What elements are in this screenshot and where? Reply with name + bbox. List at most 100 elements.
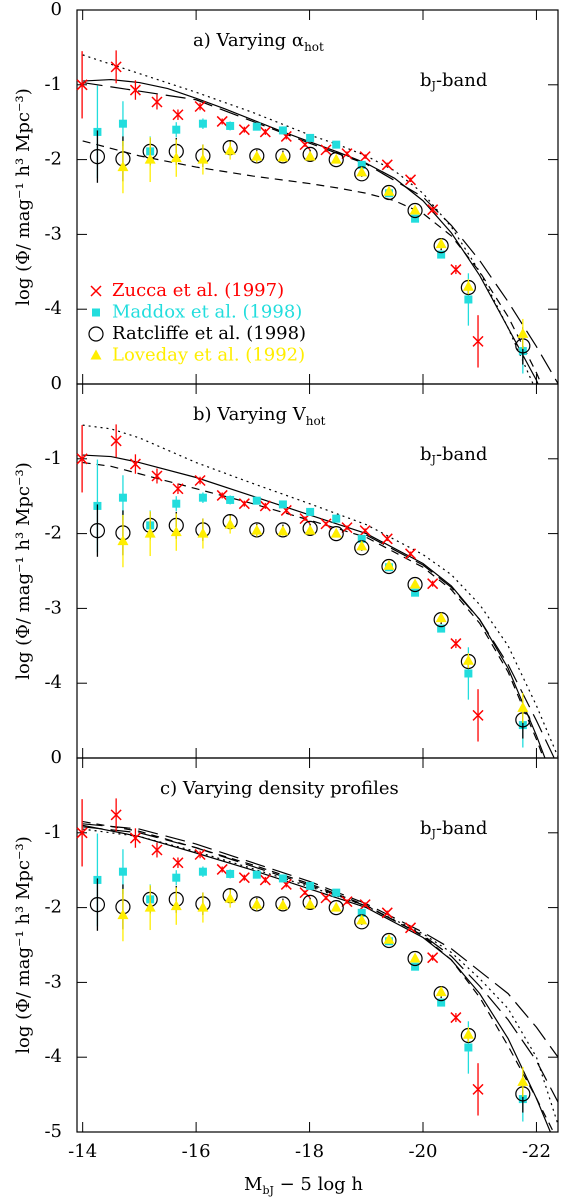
- square-marker: [332, 514, 341, 523]
- title-subscript: hot: [306, 414, 326, 428]
- model-curve: [82, 824, 552, 1132]
- cross-marker: [216, 115, 228, 127]
- cross-marker: [359, 151, 371, 163]
- y-tick-label: -3: [44, 597, 62, 618]
- cross-marker: [404, 922, 417, 934]
- square-marker: [118, 493, 127, 502]
- square-marker: [226, 495, 235, 504]
- triangle-marker: [117, 161, 129, 172]
- cross-marker: [110, 809, 122, 821]
- square-marker: [198, 119, 207, 128]
- cross-marker: [381, 907, 393, 919]
- cross-marker: [110, 435, 122, 447]
- model-curve: [82, 140, 542, 384]
- legend-marker: [92, 308, 100, 317]
- square-marker: [226, 869, 235, 878]
- cross-marker: [472, 335, 484, 347]
- cross-marker: [129, 458, 141, 470]
- cross-marker: [129, 832, 141, 844]
- x-label-suffix: − 5 log h: [274, 1174, 364, 1195]
- cross-marker: [194, 848, 206, 861]
- y-tick-label: -3: [44, 223, 62, 244]
- x-label-text: M: [244, 1174, 262, 1195]
- cross-marker: [76, 79, 88, 91]
- cross-marker: [194, 474, 206, 487]
- y-tick-label: -4: [44, 1046, 62, 1067]
- cross-marker: [450, 638, 462, 650]
- cross-marker: [381, 533, 393, 545]
- triangle-marker: [144, 901, 156, 912]
- cross-marker: [76, 827, 88, 839]
- circle-marker: [275, 896, 291, 912]
- cross-marker: [216, 489, 228, 501]
- legend-entry: Ratcliffe et al. (1998): [88, 323, 306, 344]
- model-curve: [82, 454, 546, 758]
- square-marker: [172, 499, 181, 508]
- circle-marker: [249, 896, 265, 912]
- cross-marker: [259, 500, 271, 512]
- circle-marker: [275, 148, 291, 164]
- triangle-marker: [330, 901, 342, 912]
- y-tick-label: -1: [44, 822, 62, 843]
- cross-marker: [404, 174, 417, 186]
- cross-marker: [472, 1083, 484, 1095]
- circle-marker: [249, 148, 265, 164]
- circle-marker: [381, 558, 397, 575]
- y-tick-label: -4: [44, 298, 62, 319]
- triangle-marker: [144, 153, 156, 164]
- triangle-marker: [330, 527, 342, 538]
- cross-marker: [172, 109, 184, 121]
- x-tick-label: -22: [522, 1141, 551, 1162]
- y-tick-label: -4: [44, 672, 62, 693]
- panel-title: c) Varying density profiles: [160, 778, 399, 799]
- circle-marker: [407, 950, 423, 967]
- circle-marker: [249, 522, 265, 538]
- cross-marker: [194, 100, 206, 113]
- cross-marker: [238, 498, 250, 510]
- square-marker: [332, 888, 341, 897]
- triangle-marker: [197, 527, 209, 538]
- square-marker: [306, 133, 315, 142]
- circle-marker: [89, 149, 106, 165]
- cross-marker: [238, 124, 250, 136]
- square-marker: [226, 121, 235, 130]
- triangle-marker: [277, 899, 289, 910]
- cross-marker: [381, 159, 393, 171]
- square-marker: [357, 908, 366, 917]
- square-marker: [252, 122, 261, 131]
- cross-marker: [216, 863, 228, 875]
- triangle-marker: [251, 524, 263, 535]
- triangle-marker: [117, 909, 129, 920]
- legend-label: Loveday et al. (1992): [112, 345, 305, 366]
- cross-marker: [129, 84, 141, 96]
- circle-marker: [302, 894, 318, 910]
- y-tick-label: -2: [44, 523, 62, 544]
- triangle-marker: [356, 166, 368, 177]
- cross-marker: [450, 1012, 462, 1024]
- panel-title: b) Varying Vhot: [193, 404, 326, 428]
- cross-marker: [404, 548, 417, 560]
- triangle-marker: [409, 204, 421, 215]
- triangle-marker: [435, 986, 447, 997]
- cross-marker: [341, 896, 353, 908]
- triangle-marker: [117, 535, 129, 546]
- model-curve: [82, 461, 545, 758]
- square-marker: [411, 214, 420, 223]
- x-axis-label: MbJ − 5 log h: [244, 1174, 363, 1197]
- triangle-marker: [224, 518, 236, 529]
- cross-marker: [359, 899, 371, 911]
- model-curve: [82, 823, 558, 1058]
- band-text: b: [420, 70, 432, 91]
- triangle-marker: [330, 153, 342, 164]
- triangle-marker: [383, 185, 395, 196]
- cross-marker: [151, 844, 163, 856]
- circle-marker: [328, 152, 344, 168]
- triangle-marker: [304, 150, 316, 161]
- triangle-marker: [383, 559, 395, 570]
- triangle-marker: [251, 898, 263, 909]
- title-subscript: hot: [304, 40, 324, 54]
- triangle-marker: [170, 152, 182, 163]
- cross-marker: [359, 525, 371, 537]
- circle-marker: [89, 523, 106, 539]
